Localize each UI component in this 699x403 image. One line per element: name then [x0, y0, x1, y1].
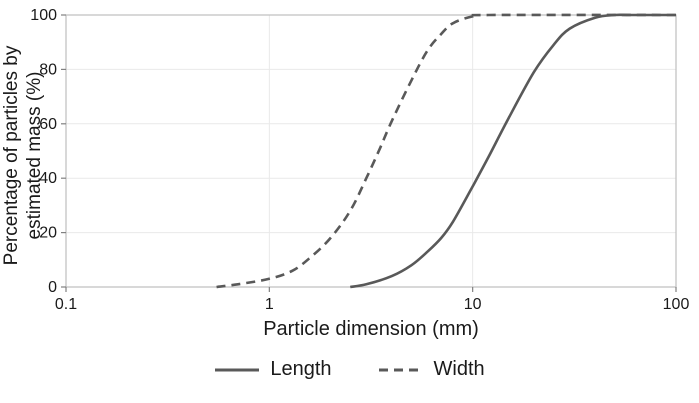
legend: Length Width [0, 358, 699, 381]
plot-area: 0 20 40 60 80 100 0.1 1 10 100 [30, 7, 690, 313]
x-tick-label: 10 [464, 296, 482, 313]
y-tick-label: 20 [39, 225, 57, 242]
x-tick-label: 100 [663, 296, 690, 313]
width-series-line [216, 13, 677, 289]
plot-border [65, 14, 677, 288]
x-tick-label: 1 [265, 296, 274, 313]
legend-label-length: Length [270, 358, 332, 380]
y-tick-label: 60 [39, 116, 57, 133]
length-line-swatch-icon [215, 368, 260, 371]
y-tick-label: 100 [30, 7, 57, 24]
legend-label-width: Width [433, 358, 485, 380]
x-tick-label: 0.1 [55, 296, 77, 313]
y-tick-label: 40 [39, 170, 57, 187]
length-series-line [350, 13, 676, 289]
legend-item-length: Length [214, 358, 332, 381]
width-line-swatch-icon [378, 368, 423, 371]
y-tick-label: 80 [39, 61, 57, 78]
x-axis-title: Particle dimension (mm) [263, 318, 479, 340]
legend-item-width: Width [378, 358, 485, 381]
y-tick-label: 0 [48, 279, 57, 296]
